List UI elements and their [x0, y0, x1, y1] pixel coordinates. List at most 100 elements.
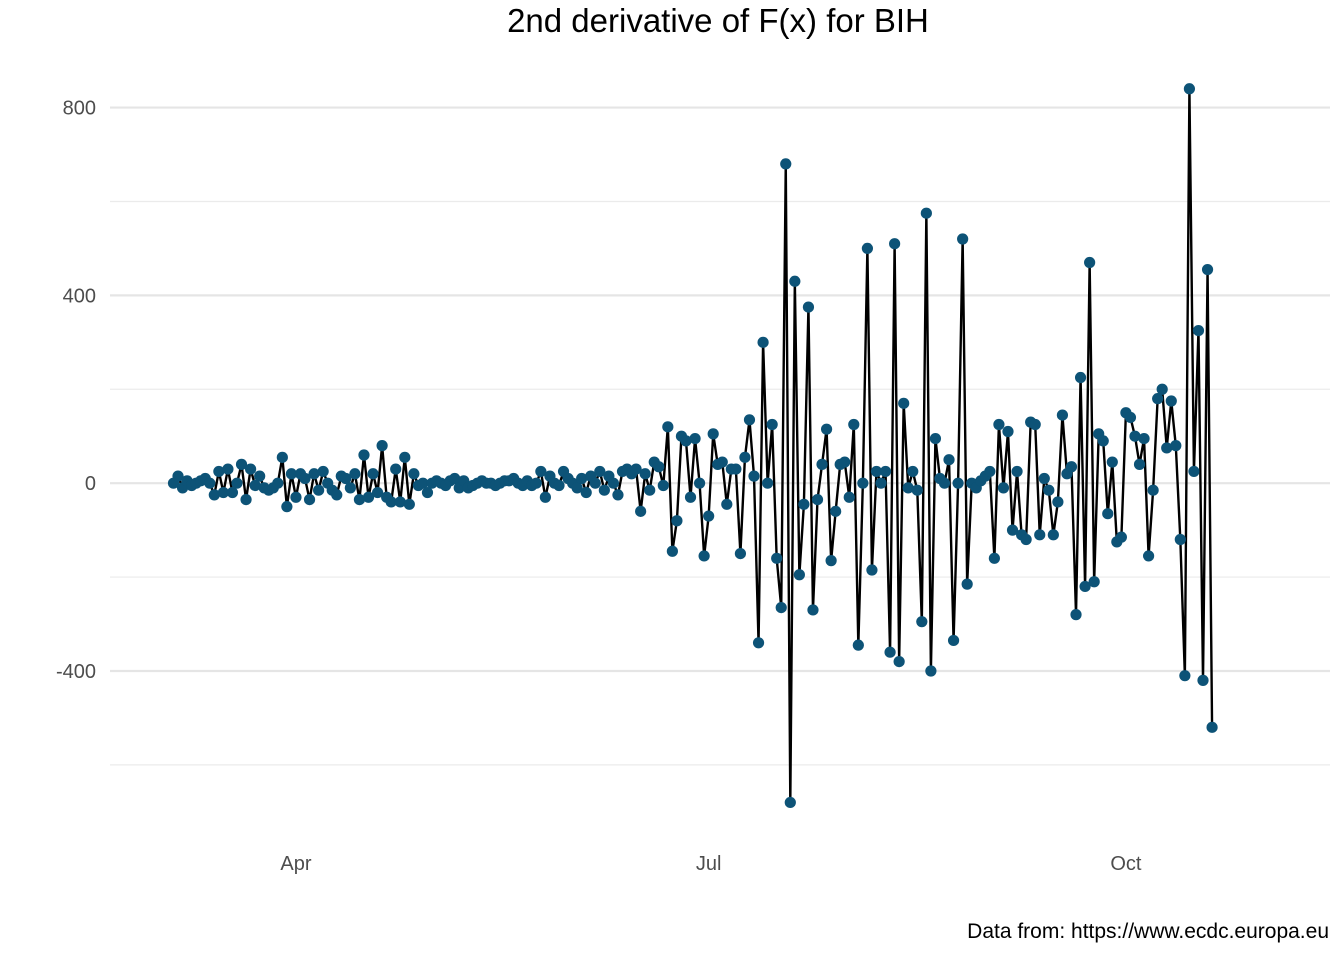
data-point — [689, 432, 701, 445]
data-point — [598, 484, 610, 496]
data-point — [739, 451, 751, 463]
data-point — [961, 578, 973, 590]
data-point — [902, 482, 914, 494]
data-point — [857, 477, 869, 489]
data-point — [272, 477, 284, 489]
data-point — [920, 207, 932, 219]
data-point — [331, 489, 343, 501]
data-point — [303, 494, 316, 506]
data-point — [698, 550, 710, 562]
data-point — [1102, 508, 1114, 520]
data-point — [830, 505, 842, 517]
data-point — [213, 465, 225, 478]
data-point — [208, 489, 220, 501]
data-point — [762, 477, 774, 489]
data-point — [848, 418, 860, 431]
data-point — [630, 463, 642, 475]
data-point — [889, 238, 901, 250]
data-point — [870, 465, 883, 478]
data-point — [748, 470, 760, 482]
data-point — [1006, 524, 1019, 536]
data-point — [852, 639, 864, 651]
data-point — [1106, 456, 1118, 468]
data-point — [1206, 721, 1218, 733]
data-point — [612, 489, 624, 501]
data-point — [993, 418, 1005, 431]
y-tick-label: 800 — [63, 98, 96, 120]
data-point — [893, 655, 905, 668]
data-point — [743, 414, 756, 426]
data-point — [820, 423, 833, 435]
x-tick-label: Jul — [696, 853, 722, 875]
data-point — [839, 456, 851, 468]
data-point — [1052, 496, 1064, 508]
data-point — [752, 637, 765, 649]
data-point — [571, 482, 583, 494]
data-point — [1170, 440, 1182, 452]
data-point — [1174, 533, 1186, 546]
data-point — [217, 486, 229, 499]
data-point — [793, 569, 805, 581]
data-point — [1002, 425, 1014, 438]
data-point — [907, 465, 919, 478]
axis-labels: -400 0 400 800 Apr Jul Oct — [56, 98, 1142, 875]
data-point — [988, 552, 1000, 564]
data-point — [657, 479, 669, 492]
data-point — [376, 440, 388, 452]
data-point — [1183, 83, 1196, 95]
data-point — [943, 454, 955, 466]
data-point — [1179, 670, 1191, 682]
data-point — [866, 564, 878, 576]
data-point — [240, 494, 252, 506]
data-point — [290, 491, 302, 503]
series-points-layer — [167, 83, 1218, 809]
data-point — [843, 491, 855, 503]
y-tick-label: 400 — [63, 285, 96, 307]
data-point — [798, 498, 810, 510]
data-point — [916, 616, 928, 628]
data-point — [1197, 674, 1209, 686]
data-point — [644, 484, 656, 496]
data-point — [349, 468, 361, 480]
data-point — [371, 486, 384, 499]
data-point — [244, 463, 257, 475]
series-line — [172, 87, 1214, 804]
data-point — [703, 510, 715, 522]
data-point — [1043, 484, 1055, 496]
data-point — [693, 477, 706, 489]
data-point — [394, 496, 406, 508]
data-point — [421, 486, 434, 499]
data-point — [358, 449, 370, 461]
data-point — [1156, 383, 1168, 395]
data-point — [1056, 409, 1069, 421]
data-point — [254, 470, 266, 482]
data-point — [385, 496, 397, 508]
data-point — [1133, 458, 1146, 470]
data-point — [957, 233, 969, 245]
data-point — [231, 477, 243, 489]
series-line-layer — [172, 87, 1214, 804]
data-point — [276, 451, 288, 463]
data-point — [313, 484, 325, 496]
data-point — [1188, 465, 1200, 478]
data-point — [666, 545, 678, 557]
data-point — [576, 472, 588, 485]
data-point — [807, 604, 819, 616]
data-point — [1152, 393, 1164, 405]
data-point — [684, 491, 697, 503]
data-point — [580, 486, 592, 499]
data-point — [662, 421, 674, 433]
data-point — [952, 477, 964, 489]
data-point — [222, 463, 234, 475]
data-point — [340, 472, 352, 485]
data-point — [1165, 395, 1177, 407]
data-point — [1129, 430, 1141, 442]
data-point — [1070, 609, 1082, 621]
data-point — [344, 482, 356, 494]
y-tick-label: 0 — [85, 473, 96, 495]
data-point — [884, 646, 896, 658]
data-point — [938, 477, 951, 489]
data-point — [789, 275, 801, 287]
data-point — [671, 515, 683, 527]
data-point — [1038, 472, 1050, 485]
